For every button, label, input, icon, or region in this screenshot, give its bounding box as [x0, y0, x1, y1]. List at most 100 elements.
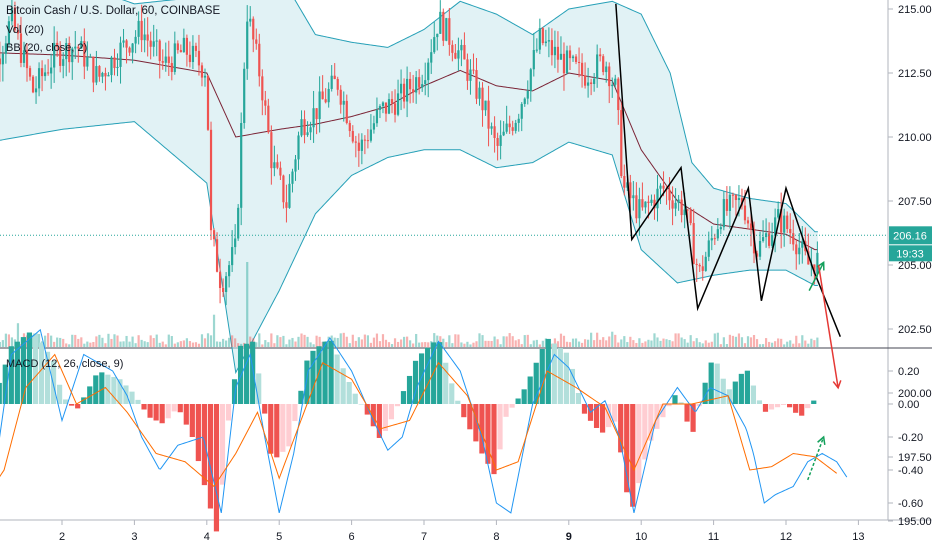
macd-histogram-bar	[630, 404, 636, 507]
macd-histogram-bar	[8, 346, 14, 404]
candle	[617, 77, 620, 125]
macd-histogram-bar	[250, 341, 256, 404]
candle	[719, 223, 722, 235]
candle	[565, 45, 569, 75]
volume-bar	[804, 340, 807, 347]
volume-bar	[638, 338, 641, 347]
candle-body	[62, 59, 65, 66]
candle	[221, 278, 225, 298]
candle	[415, 70, 418, 104]
candle	[237, 204, 240, 241]
candle	[65, 38, 68, 77]
candle-body	[749, 223, 753, 229]
macd-histogram-bar	[648, 404, 654, 441]
candle	[50, 53, 53, 89]
volume-bar	[158, 342, 161, 347]
macd-histogram-bar	[563, 352, 569, 404]
candle	[421, 74, 424, 92]
candle-body	[689, 210, 692, 224]
volume-bar	[354, 340, 357, 347]
volume-bar	[644, 341, 647, 347]
macd-histogram-bar	[189, 404, 195, 437]
candle-body	[559, 53, 563, 60]
candle-body	[143, 34, 146, 41]
macd-axis-label: 0.00	[898, 399, 919, 411]
volume-bar	[490, 340, 493, 347]
candle-body	[116, 66, 119, 69]
candle-body	[565, 50, 569, 74]
volume-bar	[387, 342, 391, 347]
macd-axis-label: -0.20	[898, 432, 923, 444]
candle	[249, 6, 252, 27]
volume-bar	[375, 333, 379, 347]
volume-bar	[499, 344, 502, 347]
volume-bar	[686, 342, 689, 347]
candle-body	[611, 84, 614, 87]
candle	[110, 55, 113, 83]
candle-body	[279, 167, 282, 176]
macd-histogram-bar	[660, 404, 666, 418]
volume-bar	[710, 341, 713, 347]
candle	[59, 41, 62, 73]
volume-bar	[559, 333, 563, 347]
macd-histogram-bar	[479, 404, 485, 454]
price-axis-label: 205.00	[898, 260, 932, 272]
volume-bar	[587, 339, 590, 347]
volume-bar	[339, 333, 342, 347]
macd-histogram-bar	[274, 404, 280, 458]
macd-histogram-bar	[642, 404, 648, 460]
volume-bar	[508, 333, 511, 347]
candle	[113, 48, 116, 76]
volume-bar	[53, 341, 56, 347]
candle	[439, 0, 442, 34]
candle	[240, 112, 243, 226]
candle	[107, 72, 110, 77]
candle-body	[460, 44, 463, 51]
candle-body	[225, 276, 228, 293]
volume-bar	[481, 335, 484, 347]
price-axis-label: 202.50	[898, 324, 932, 336]
candle-body	[209, 129, 213, 231]
candle-body	[31, 76, 35, 93]
candle-body	[813, 264, 816, 274]
price-axis-label: 212.50	[898, 68, 932, 80]
candle	[261, 69, 264, 116]
candle	[291, 168, 294, 193]
candle-body	[264, 100, 267, 106]
candle	[378, 104, 382, 119]
candle	[179, 44, 182, 53]
volume-bar	[421, 342, 424, 347]
volume-bar	[399, 339, 403, 347]
volume-bar	[454, 334, 457, 347]
volume-bar	[511, 336, 514, 347]
candle-body	[774, 217, 777, 236]
volume-bar	[182, 340, 185, 347]
volume-bar	[798, 343, 801, 347]
candle	[387, 93, 391, 115]
macd-histogram-bar	[201, 404, 207, 486]
macd-histogram-bar	[515, 398, 521, 404]
macd-histogram-bar	[672, 395, 678, 404]
candle	[611, 77, 614, 98]
candle	[716, 218, 719, 241]
volume-bar	[761, 344, 765, 347]
volume-bar	[777, 338, 780, 347]
macd-histogram-bar	[654, 404, 660, 429]
volume-bar	[218, 341, 222, 347]
candle-body	[656, 188, 659, 209]
candle	[318, 76, 321, 133]
macd-histogram-bar	[244, 343, 250, 404]
volume-bar	[713, 333, 716, 347]
macd-histogram-bar	[268, 404, 274, 454]
volume-bar	[475, 341, 478, 347]
candle-body	[399, 83, 403, 94]
candle	[596, 44, 599, 88]
volume-bar	[231, 335, 234, 347]
volume-bar	[110, 338, 113, 347]
candle-body	[722, 199, 725, 228]
candle-body	[406, 78, 409, 102]
volume-bar	[629, 336, 632, 347]
candle	[182, 28, 185, 53]
candle-body	[176, 43, 179, 51]
